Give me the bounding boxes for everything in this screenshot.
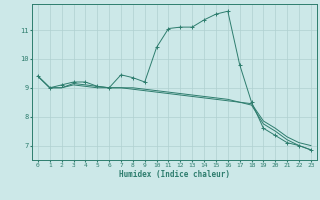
X-axis label: Humidex (Indice chaleur): Humidex (Indice chaleur) xyxy=(119,170,230,179)
